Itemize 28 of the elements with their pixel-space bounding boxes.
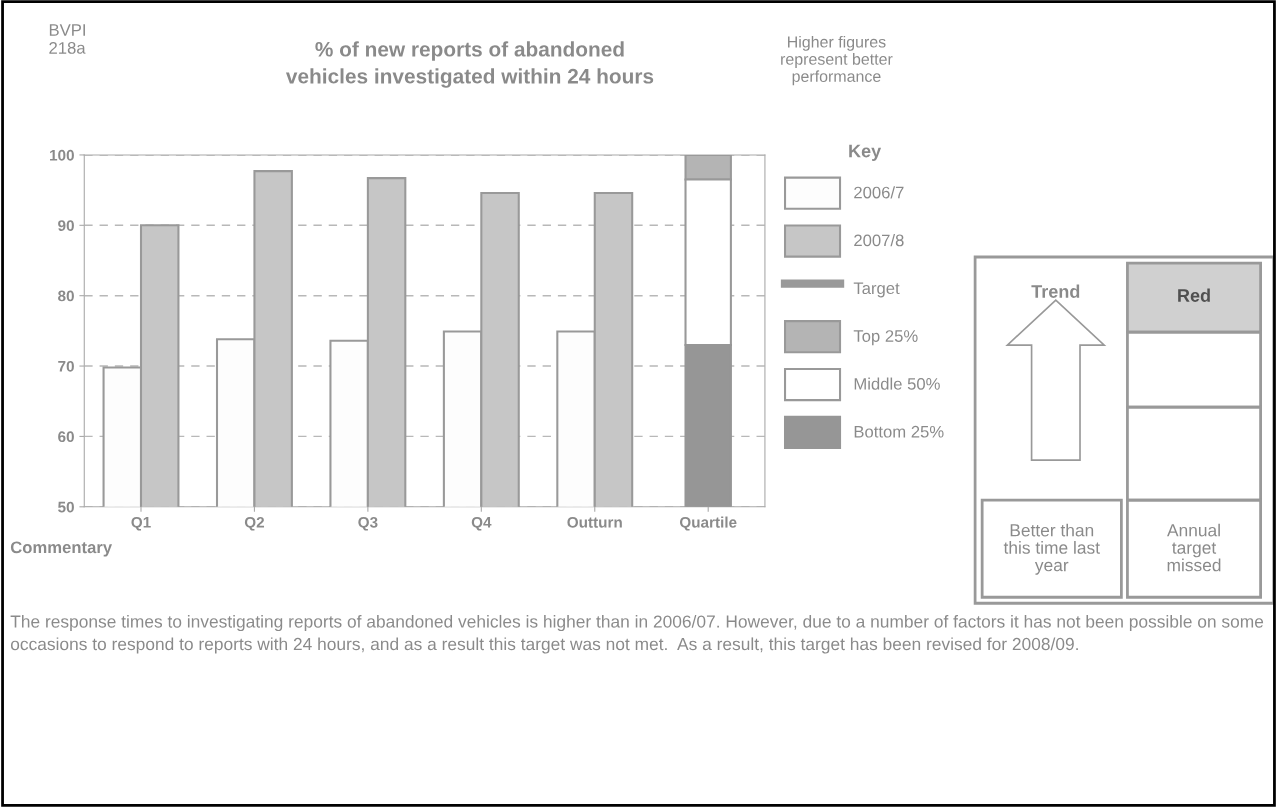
legend-label: Middle 50% xyxy=(854,377,940,390)
x-tick-label: Q4 xyxy=(471,516,492,531)
x-tick-label: Q3 xyxy=(358,516,378,531)
x-tick-label: Outturn xyxy=(567,516,622,528)
x-tick-label: Q2 xyxy=(244,516,265,531)
legend-label: 2006/7 xyxy=(854,186,904,199)
text: Commentary xyxy=(10,541,113,557)
y-tick-label: 100 xyxy=(50,149,74,161)
chart-title: % of new reports of abandoned vehicles investigated within 24 hours xyxy=(285,41,654,88)
y-tick-label: 70 xyxy=(58,360,74,372)
y-tick-label: 60 xyxy=(58,431,74,443)
y-tick-label: 80 xyxy=(58,290,74,302)
legend-title: Key xyxy=(849,144,882,161)
text: Higher figures represent better performance xyxy=(781,35,893,86)
x-tick-label: Quartile xyxy=(679,516,737,531)
legend-label: 2007/8 xyxy=(854,234,904,247)
text: The response times to investigating reports of abandoned vehicles is higher than in 2006/07. However, due to a number of factors it has not been possible on some occasions to respond to reports with 24 hours, and as a result this target was not met. As a result, this target has been revised for 2008/09. xyxy=(10,614,1264,654)
legend-label: Top 25% xyxy=(853,330,918,346)
legend-label: Bottom 25% xyxy=(854,425,944,438)
text: BVPI 218a xyxy=(49,24,86,54)
text: Better than this time last year xyxy=(1003,523,1100,575)
text: Trend xyxy=(1031,284,1080,298)
y-tick-label: 50 xyxy=(58,501,74,513)
text: Annual target missed xyxy=(1167,523,1221,572)
x-tick-label: Q1 xyxy=(131,516,151,531)
text: Red xyxy=(1178,288,1210,302)
y-tick-label: 90 xyxy=(58,220,74,231)
legend-label: Target xyxy=(853,282,900,298)
